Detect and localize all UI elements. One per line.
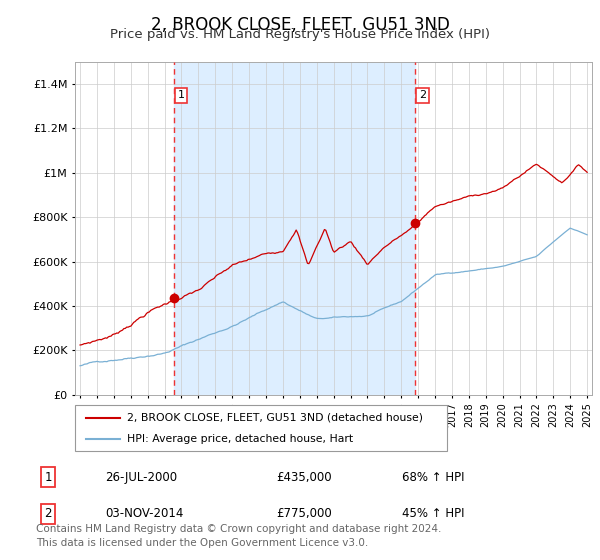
Text: £775,000: £775,000: [276, 507, 332, 520]
Text: Contains HM Land Registry data © Crown copyright and database right 2024.
This d: Contains HM Land Registry data © Crown c…: [36, 525, 442, 548]
Text: 1: 1: [44, 471, 52, 484]
Text: 2, BROOK CLOSE, FLEET, GU51 3ND (detached house): 2, BROOK CLOSE, FLEET, GU51 3ND (detache…: [127, 413, 423, 423]
Text: 26-JUL-2000: 26-JUL-2000: [105, 471, 177, 484]
Text: 2, BROOK CLOSE, FLEET, GU51 3ND: 2, BROOK CLOSE, FLEET, GU51 3ND: [151, 16, 449, 34]
Text: 68% ↑ HPI: 68% ↑ HPI: [402, 471, 464, 484]
Text: 1: 1: [178, 91, 185, 100]
Text: £435,000: £435,000: [276, 471, 332, 484]
Text: HPI: Average price, detached house, Hart: HPI: Average price, detached house, Hart: [127, 435, 353, 444]
Text: 03-NOV-2014: 03-NOV-2014: [105, 507, 184, 520]
Text: 2: 2: [44, 507, 52, 520]
Bar: [174, 62, 415, 395]
Text: 2: 2: [419, 91, 426, 100]
Text: Price paid vs. HM Land Registry's House Price Index (HPI): Price paid vs. HM Land Registry's House …: [110, 28, 490, 41]
Text: 45% ↑ HPI: 45% ↑ HPI: [402, 507, 464, 520]
